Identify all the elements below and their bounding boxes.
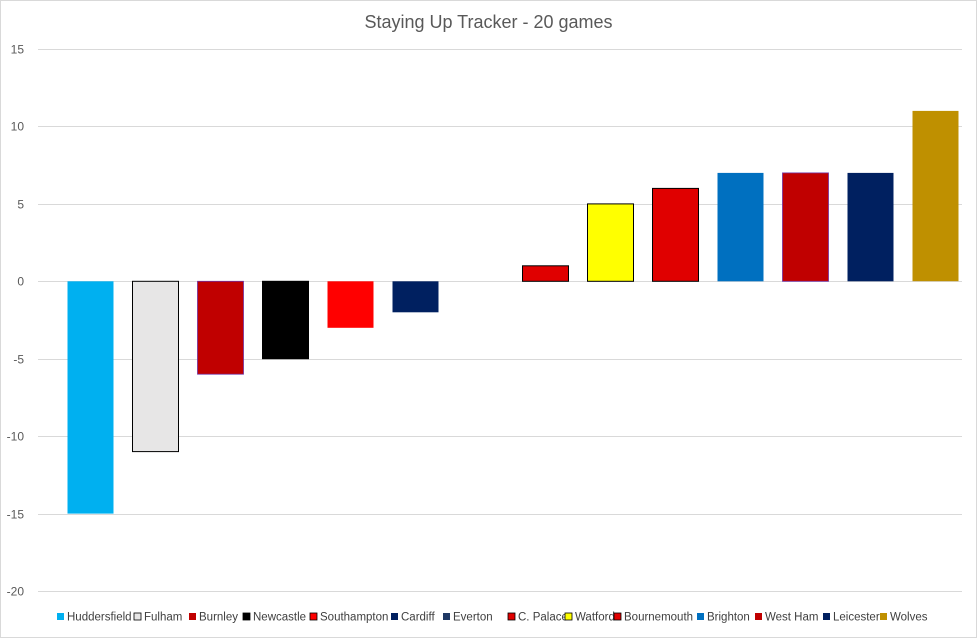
bar-watford: [587, 203, 634, 282]
legend-swatch: [309, 612, 318, 621]
legend-label: C. Palace: [518, 612, 568, 624]
legend-swatch: [133, 612, 142, 621]
bar-c-palace: [522, 265, 569, 282]
legend-label: Brighton: [707, 612, 750, 624]
bar-fulham: [132, 280, 179, 453]
legend-swatch: [507, 612, 516, 621]
legend: Huddersfield Fulham Burnley Newcastle Southa…: [57, 612, 928, 624]
legend-label: Wolves: [890, 612, 928, 624]
legend-label: Bournemouth: [624, 612, 693, 624]
legend-label: Southampton: [320, 612, 388, 624]
bar-huddersfield: [67, 281, 114, 514]
bars: [67, 110, 959, 514]
legend-swatch: [242, 612, 251, 621]
legend-swatch: [880, 613, 887, 620]
y-tick-label: 15: [11, 43, 25, 57]
y-tick-label: 5: [17, 198, 24, 212]
legend-swatch: [443, 613, 450, 620]
bar-wolves: [912, 110, 959, 282]
legend-swatch: [391, 613, 398, 620]
legend-swatch: [613, 612, 622, 621]
legend-swatch: [564, 612, 573, 621]
legend-label: Burnley: [199, 612, 238, 624]
legend-label: Newcastle: [253, 612, 306, 624]
chart-title: Staying Up Tracker - 20 games: [364, 12, 613, 32]
y-tick-label: -5: [13, 353, 24, 367]
bar-leicester: [847, 172, 894, 282]
bar-bournemouth: [652, 187, 699, 282]
y-tick-label: -15: [7, 508, 25, 522]
y-tick-label: -10: [7, 430, 25, 444]
y-tick-label: 10: [11, 120, 25, 134]
legend-swatch: [755, 613, 762, 620]
bar-brighton: [717, 172, 764, 282]
y-tick-label: 0: [17, 275, 24, 289]
legend-label: Watford: [575, 612, 615, 624]
bar-burnley: [197, 280, 244, 375]
legend-swatch: [189, 613, 196, 620]
legend-label: Everton: [453, 612, 493, 624]
legend-label: Huddersfield: [67, 612, 132, 624]
y-tick-label: -20: [7, 585, 25, 599]
bar-west-ham: [782, 172, 829, 282]
bar-southampton: [327, 281, 374, 328]
legend-label: Fulham: [144, 612, 182, 624]
legend-label: West Ham: [765, 612, 818, 624]
legend-swatch: [823, 613, 830, 620]
legend-swatch: [697, 613, 704, 620]
legend-label: Cardiff: [401, 612, 435, 624]
bar-newcastle: [262, 280, 309, 360]
bar-cardiff: [392, 281, 439, 313]
legend-swatch: [57, 613, 64, 620]
legend-label: Leicester: [833, 612, 880, 624]
